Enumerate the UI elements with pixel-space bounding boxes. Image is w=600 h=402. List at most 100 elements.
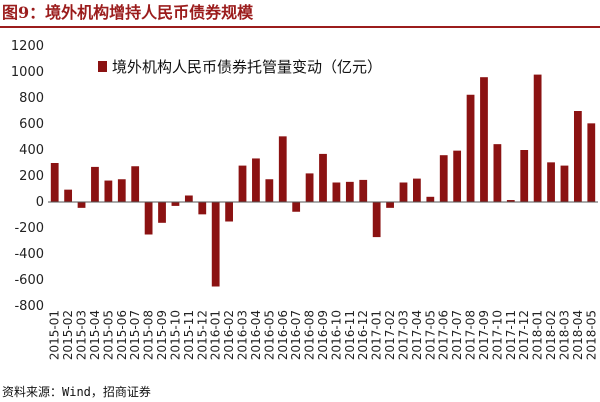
x-tick-label: 2017-11 [504, 310, 518, 360]
source-note: 资料来源：Wind，招商证券 [2, 385, 151, 399]
y-tick-label: 1000 [11, 65, 44, 80]
bar-2017-09 [480, 77, 488, 202]
bar-2015-02 [64, 189, 73, 202]
bar-2017-06 [439, 155, 448, 202]
y-tick-label: 0 [36, 195, 44, 210]
figure-title: 图9：境外机构增持人民币债券规模 [2, 3, 254, 22]
x-tick-label: 2016-01 [209, 310, 223, 360]
x-tick-label: 2017-04 [410, 310, 424, 360]
bar-2018-04 [573, 111, 582, 202]
x-tick-label: 2016-07 [289, 310, 303, 360]
x-tick-label: 2018-03 [557, 310, 571, 360]
bar-2015-04 [91, 166, 99, 202]
x-tick-label: 2018-01 [531, 310, 545, 360]
bar-2016-02 [225, 202, 233, 222]
bar-2017-02 [386, 202, 394, 208]
x-tick-label: 2016-03 [236, 310, 250, 360]
bar-2016-05 [265, 179, 274, 202]
x-tick-label: 2015-06 [115, 310, 129, 360]
bar-2015-12 [198, 202, 207, 215]
x-tick-label: 2016-05 [262, 310, 276, 360]
bar-2017-01 [372, 202, 381, 238]
bar-2017-11 [506, 200, 515, 202]
bar-2015-06 [117, 179, 126, 202]
bar-2015-11 [184, 195, 193, 202]
x-tick-label: 2017-12 [517, 310, 531, 360]
bar-2018-01 [533, 74, 542, 202]
bar-2018-02 [547, 162, 555, 202]
y-tick-label: 600 [19, 117, 44, 132]
x-tick-label: 2018-05 [584, 310, 598, 360]
x-tick-label: 2015-03 [75, 310, 89, 360]
bar-2016-07 [292, 202, 301, 212]
x-tick-label: 2015-01 [48, 310, 62, 360]
legend: 境外机构人民币债券托管量变动（亿元） [98, 58, 382, 76]
bar-2016-06 [278, 136, 287, 202]
bar-2015-09 [158, 202, 166, 223]
x-tick-label: 2017-09 [477, 310, 491, 360]
x-tick-label: 2016-08 [303, 310, 317, 360]
x-tick-label: 2015-11 [182, 310, 196, 360]
x-tick-label: 2018-02 [544, 310, 558, 360]
bar-2017-05 [426, 196, 435, 202]
x-tick-label: 2017-03 [396, 310, 410, 360]
y-tick-label: -200 [14, 221, 44, 236]
bar-2017-08 [466, 94, 475, 202]
bar-2018-03 [560, 165, 569, 202]
bar-2016-11 [345, 181, 354, 202]
legend-label: 境外机构人民币债券托管量变动（亿元） [112, 58, 382, 76]
x-tick-label: 2015-09 [155, 310, 169, 360]
bar-2018-05 [587, 123, 596, 202]
x-tick-label: 2017-05 [423, 310, 437, 360]
bar-2015-08 [144, 202, 153, 235]
x-tick-label: 2017-01 [370, 310, 384, 360]
x-tick-label: 2017-06 [437, 310, 451, 360]
x-tick-label: 2015-12 [195, 310, 209, 360]
bar-2015-07 [131, 166, 140, 202]
bar-2017-12 [520, 150, 529, 202]
x-tick-label: 2015-02 [61, 310, 75, 360]
x-axis-ticks: 2015-01 2015-02 2015-03 2015-04 2015-05 2015-… [48, 310, 599, 360]
title-rule [0, 26, 600, 28]
x-tick-label: 2017-07 [450, 310, 464, 360]
x-tick-label: 2015-10 [168, 310, 182, 360]
x-tick-label: 2016-06 [276, 310, 290, 360]
bar-2015-10 [171, 202, 180, 206]
x-tick-label: 2016-02 [222, 310, 236, 360]
x-tick-label: 2016-10 [329, 310, 343, 360]
y-tick-label: -600 [14, 273, 44, 288]
x-tick-label: 2017-02 [383, 310, 397, 360]
y-tick-label: 200 [19, 169, 44, 184]
x-tick-label: 2015-04 [88, 310, 102, 360]
y-tick-label: 1200 [11, 39, 44, 54]
bar-2017-04 [413, 178, 421, 202]
x-tick-label: 2016-11 [343, 310, 357, 360]
y-tick-label: -400 [14, 247, 44, 262]
bar-2016-10 [332, 182, 341, 202]
y-tick-label: -800 [14, 299, 44, 314]
x-tick-label: 2018-04 [571, 310, 585, 360]
y-tick-label: 800 [19, 91, 44, 106]
x-tick-label: 2016-04 [249, 310, 263, 360]
x-tick-label: 2015-07 [128, 310, 142, 360]
x-tick-label: 2016-12 [356, 310, 370, 360]
bar-2015-03 [77, 202, 86, 208]
bar-2016-04 [252, 158, 260, 202]
bar-2016-03 [238, 165, 247, 202]
x-tick-label: 2015-05 [101, 310, 115, 360]
x-tick-label: 2015-08 [142, 310, 156, 360]
bar-2015-01 [50, 163, 59, 202]
x-tick-label: 2017-08 [464, 310, 478, 360]
bar-2016-08 [305, 173, 314, 202]
bar-2016-01 [211, 202, 220, 287]
legend-swatch [98, 61, 107, 72]
bar-2017-10 [493, 144, 502, 202]
y-axis-ticks: 1200 1000 800 600 400 200 0 -200 -400 -600 -800 [11, 39, 44, 314]
bar-2017-03 [399, 182, 408, 202]
x-tick-label: 2017-10 [490, 310, 504, 360]
bar-chart: 1200 1000 800 600 400 200 0 -200 -400 -600 -800 20… [11, 39, 599, 360]
bar-2015-05 [104, 180, 113, 202]
bar-series [50, 74, 596, 287]
bar-2016-12 [359, 179, 368, 202]
bar-2016-09 [319, 153, 327, 202]
